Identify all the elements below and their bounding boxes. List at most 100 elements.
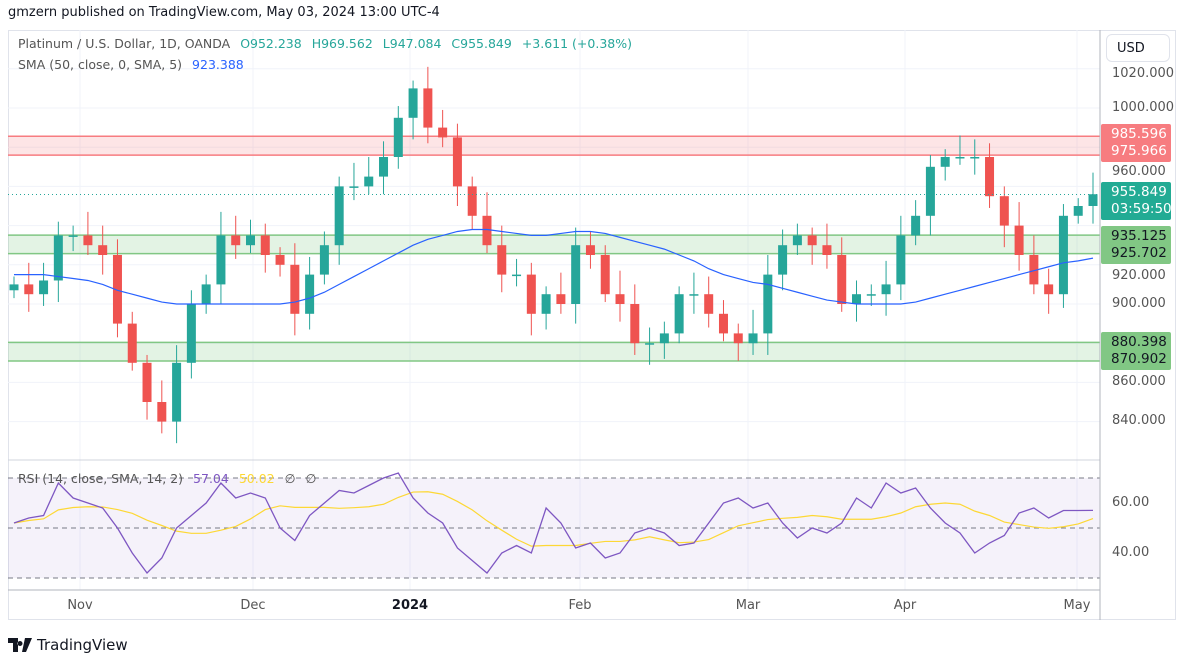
candle [999, 186, 1009, 248]
candle-body [1014, 225, 1024, 255]
candle [837, 237, 847, 312]
candle [600, 245, 610, 303]
candle [245, 219, 255, 254]
price-tick: 860.000 [1112, 374, 1166, 389]
candle [497, 225, 507, 293]
candle-body [985, 157, 995, 197]
rsi-pane [8, 472, 1100, 579]
symbol-legend[interactable]: Platinum / U.S. Dollar, 1D, OANDA O952.2… [18, 36, 638, 51]
currency-button[interactable]: USD [1106, 34, 1170, 62]
sma-legend[interactable]: SMA (50, close, 0, SMA, 5) 923.388 [18, 57, 250, 72]
candle [157, 380, 167, 434]
candle [216, 211, 226, 304]
candle [541, 286, 551, 330]
candle [112, 239, 122, 338]
candle-body [526, 274, 536, 314]
candle-body [630, 304, 640, 344]
price-tick: 840.000 [1112, 413, 1166, 428]
resistance-bottom-value: 975.966 [1111, 143, 1167, 159]
tradingview-logo[interactable]: TradingView [8, 636, 128, 654]
candle-body [733, 333, 743, 344]
candle [556, 272, 566, 314]
candle-body [379, 157, 389, 177]
ohlc-open: O952.238 [240, 36, 302, 51]
candle [127, 311, 137, 371]
candle-body [718, 313, 728, 334]
candle [482, 192, 492, 254]
ohlc-high: H969.562 [311, 36, 373, 51]
symbol-name: Platinum / U.S. Dollar, 1D, OANDA [18, 36, 231, 51]
candle-body [68, 235, 78, 237]
candle [201, 274, 211, 314]
last-price-value: 955.849 [1111, 184, 1167, 200]
candle [53, 221, 63, 303]
candle [364, 157, 374, 195]
rsi-extra-2: ∅ [305, 471, 317, 486]
time-label: May [1063, 598, 1091, 613]
candle [955, 135, 965, 165]
price-tick: 960.000 [1112, 164, 1166, 179]
candle-body [807, 235, 817, 246]
candle-body [319, 245, 329, 275]
candle [970, 139, 980, 175]
candle-body [39, 280, 49, 295]
candle-body [142, 362, 152, 402]
candle-body [290, 264, 300, 314]
candle [98, 225, 108, 275]
rsi-line [13, 472, 1094, 574]
candle [379, 141, 389, 195]
candle-body [24, 284, 34, 295]
time-label: Nov [67, 598, 93, 613]
candle [349, 162, 359, 201]
candle [940, 149, 950, 181]
ohlc-change: +3.611 (+0.38%) [521, 36, 632, 51]
support1-top-value: 935.125 [1111, 228, 1167, 244]
candle [689, 272, 699, 314]
time-label: Dec [240, 598, 266, 613]
candle-body [1058, 215, 1068, 295]
ohlc-close: C955.849 [451, 36, 512, 51]
candle-body [585, 245, 595, 255]
candle [925, 155, 935, 236]
candle-body [925, 166, 935, 216]
candle [186, 290, 196, 379]
rsi-extra-1: ∅ [284, 471, 296, 486]
candle-body [231, 235, 241, 246]
rsi-legend[interactable]: RSI (14, close, SMA, 14, 2) 57.04 50.02 … [18, 471, 322, 486]
candle-body [1029, 255, 1039, 285]
candle-body [955, 157, 965, 159]
candle-body [438, 127, 448, 138]
candle [319, 231, 329, 285]
candle [275, 247, 285, 277]
candle [571, 227, 581, 324]
candle [9, 276, 19, 299]
candle [408, 80, 418, 140]
candle [68, 225, 78, 252]
candle-body [467, 186, 477, 216]
rsi-label: RSI (14, close, SMA, 14, 2) [18, 471, 184, 486]
candle-body [837, 255, 847, 304]
price-tick: 920.000 [1112, 268, 1166, 283]
rsi-tick: 60.00 [1112, 495, 1150, 510]
sma-label: SMA (50, close, 0, SMA, 5) [18, 57, 183, 72]
candle-body [896, 235, 906, 285]
candle [1058, 204, 1068, 308]
price-tick: 1000.000 [1112, 100, 1175, 115]
last-price-tag: 955.849 03:59:50 [1101, 182, 1172, 220]
candle [305, 256, 315, 330]
candle-body [201, 284, 211, 304]
time-label: 2024 [391, 598, 429, 613]
candle [1044, 268, 1054, 314]
candle [911, 200, 921, 246]
rsi-value: 57.04 [193, 471, 229, 486]
candle-body [866, 294, 876, 296]
candle-body [1088, 194, 1098, 206]
candle-body [541, 294, 551, 314]
candle [792, 223, 802, 255]
candle-body [275, 255, 285, 265]
candle-body [408, 88, 418, 118]
candle-body [423, 88, 433, 128]
candle [674, 286, 684, 344]
candle-body [98, 245, 108, 255]
